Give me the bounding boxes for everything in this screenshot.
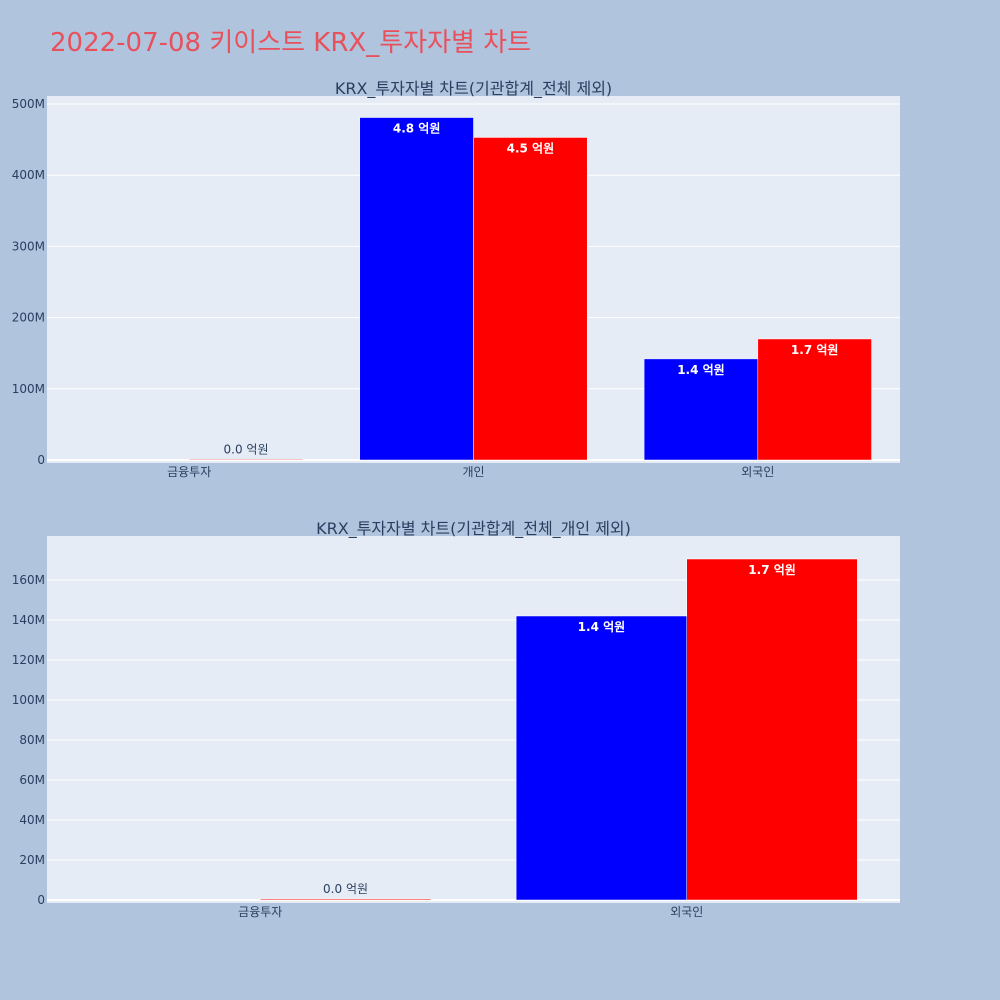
bar-value-label: 0.0 억원 — [224, 442, 269, 456]
y-tick-label: 20M — [19, 853, 45, 867]
chart-title: KRX_투자자별 차트(기관합계_전체_개인 제외) — [316, 519, 631, 539]
bar[interactable] — [515, 615, 688, 901]
x-tick-label: 외국인 — [741, 465, 774, 479]
y-tick-label: 100M — [12, 382, 45, 396]
chart-1: 0 100M 200M 300M 400M 500M KRX_투자자별 차트(기관합계_전체… — [12, 79, 900, 479]
x-tick-label: 외국인 — [670, 905, 703, 919]
y-tick-label: 100M — [12, 693, 45, 707]
y-tick-label: 40M — [19, 813, 45, 827]
y-tick-label: 200M — [12, 311, 45, 325]
bar-value-label: 1.4 억원 — [677, 363, 725, 377]
y-tick-label: 400M — [12, 168, 45, 182]
bar[interactable] — [89, 899, 261, 901]
bar[interactable] — [260, 898, 432, 901]
bar[interactable] — [188, 459, 304, 461]
y-tick-label: 80M — [19, 733, 45, 747]
y-tick-label: 160M — [12, 573, 45, 587]
y-tick-label: 120M — [12, 653, 45, 667]
chart-title: KRX_투자자별 차트(기관합계_전체 제외) — [335, 79, 612, 99]
bar-value-label: 1.7 억원 — [791, 343, 839, 357]
x-tick-label: 금융투자 — [238, 905, 282, 919]
bar-value-label: 1.4 억원 — [578, 620, 626, 634]
bar[interactable] — [359, 117, 474, 461]
bar[interactable] — [643, 358, 759, 461]
y-tick-label: 500M — [12, 97, 45, 111]
y-tick-label: 300M — [12, 239, 45, 253]
y-tick-label: 60M — [19, 773, 45, 787]
bar-value-label: 4.5 억원 — [507, 141, 555, 155]
chart-2: 0 20M 40M 60M 80M 100M 120M 140M 160M KRX_투자자별 차트… — [12, 519, 900, 919]
bar[interactable] — [757, 338, 872, 461]
bar-value-label: 1.7 억원 — [748, 563, 796, 577]
bar-value-label: 0.0 억원 — [323, 882, 368, 896]
x-tick-label: 금융투자 — [167, 465, 211, 479]
page-title: 2022-07-08 키이스트 KRX_투자자별 차트 — [50, 28, 532, 58]
x-tick-label: 개인 — [462, 465, 484, 479]
bar[interactable] — [473, 137, 588, 461]
y-tick-label: 0 — [37, 453, 45, 467]
bar[interactable] — [75, 459, 190, 461]
bar-value-label: 4.8 억원 — [393, 122, 441, 136]
bar[interactable] — [686, 558, 858, 901]
y-tick-label: 140M — [12, 613, 45, 627]
y-tick-label: 0 — [37, 893, 45, 907]
